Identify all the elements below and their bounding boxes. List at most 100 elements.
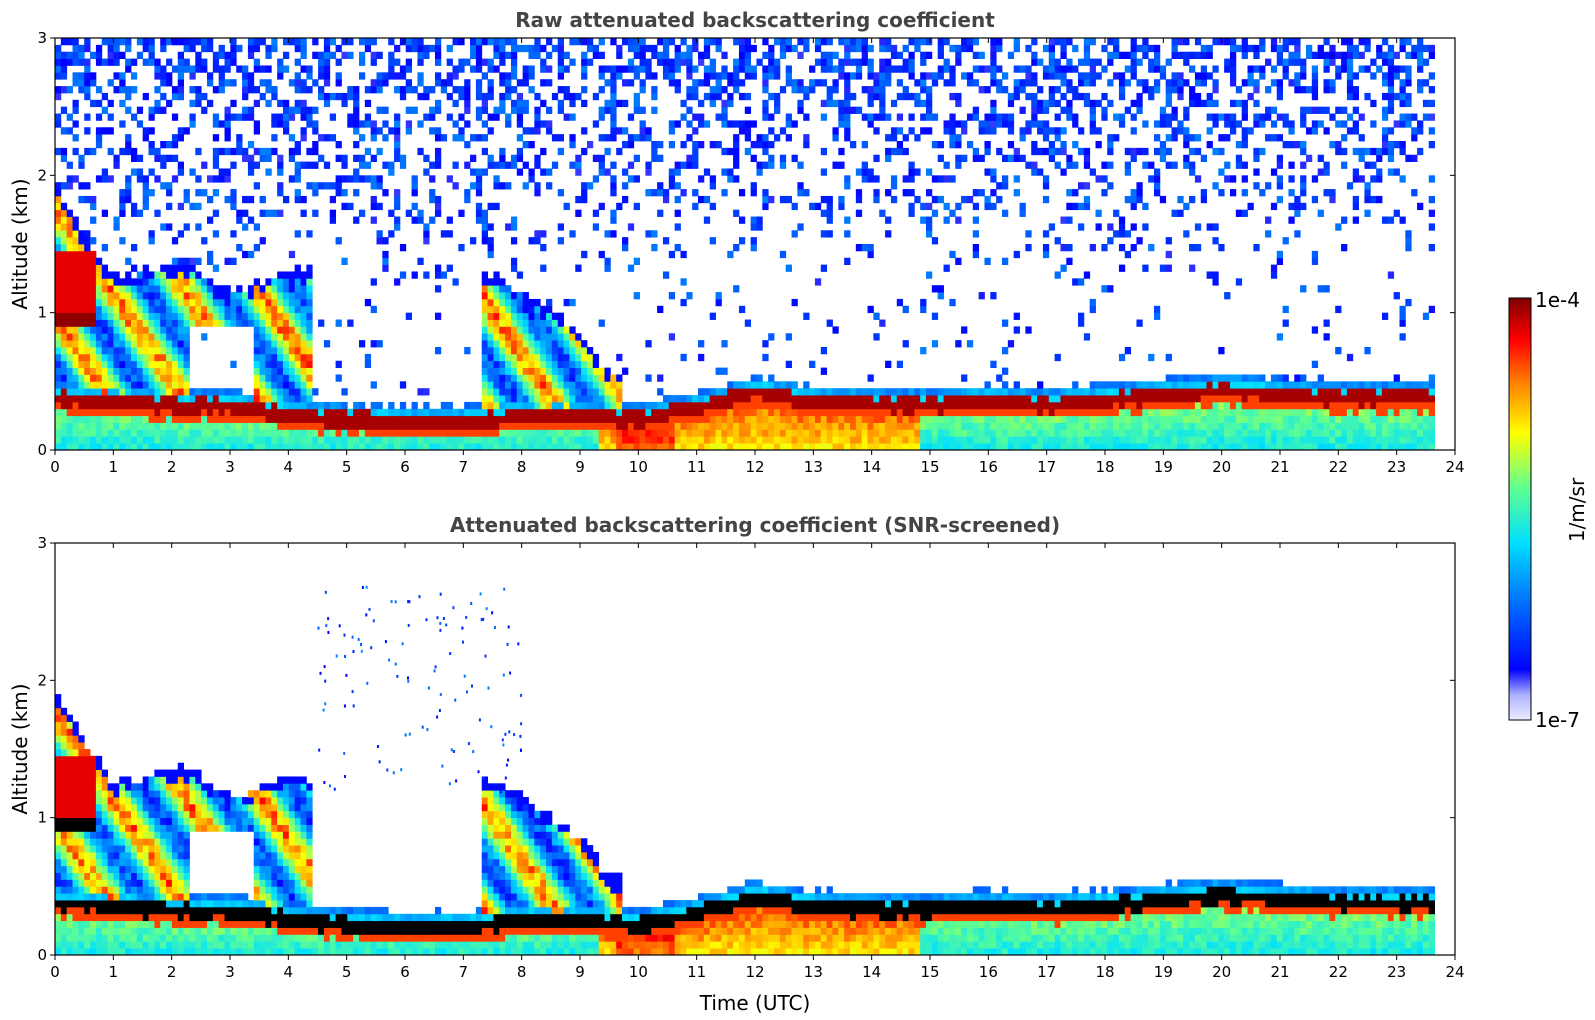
heatmap-cell [896,401,904,410]
heatmap-cell [1212,429,1219,437]
heatmap-cell [703,92,711,101]
heatmap-cell [265,99,272,108]
heatmap-cell [66,161,73,169]
heatmap-cell [55,353,62,362]
heatmap-cell [1136,106,1143,114]
heatmap-cell [60,360,68,368]
heatmap-cell [130,244,138,252]
heatmap-cell [277,113,284,121]
heatmap-cell [1013,381,1020,389]
heatmap-cell [177,298,185,307]
heatmap-cell [926,38,933,46]
heatmap-cell [698,429,705,437]
heatmap-cell [1002,319,1009,327]
heatmap-cell [1136,436,1143,444]
heatmap-cell [920,51,927,59]
heatmap-cell [446,429,453,437]
heatmap-cell [820,168,828,176]
heatmap-cell [142,333,149,341]
heatmap-cell [955,134,962,142]
heatmap-cell [60,154,68,162]
heatmap-cell [943,175,950,183]
heatmap-cell [534,401,541,410]
heatmap-cell [72,360,79,368]
heatmap-cell [183,443,190,450]
heatmap-cell [581,395,588,403]
heatmap-cell [253,223,260,231]
heatmap-cell [148,374,155,382]
heatmap-cell [113,415,120,423]
heatmap-cell [522,99,529,108]
heatmap-cell [1095,223,1102,231]
heatmap-cell [516,319,524,327]
heatmap-cell [586,443,594,450]
heatmap-cell [166,360,173,368]
heatmap-cell [224,79,231,87]
heatmap-cell [259,305,266,314]
heatmap-cell [95,175,103,183]
heatmap-cell [657,51,664,59]
heatmap-cell [797,436,804,444]
heatmap-cell [510,367,518,375]
heatmap-cell [978,415,985,423]
heatmap-cell [750,443,757,450]
heatmap-cell [253,347,260,355]
heatmap-cell [534,106,541,114]
heatmap-cell [820,401,828,410]
heatmap-cell [926,202,933,211]
heatmap-cell [288,250,296,259]
heatmap-cell [183,381,190,389]
heatmap-cell [84,79,91,87]
heatmap-cell [154,353,161,362]
heatmap-cell [136,374,144,382]
heatmap-cell [300,401,307,410]
heatmap-cell [66,367,73,375]
heatmap-cell [464,189,471,197]
heatmap-cell [557,408,564,417]
heatmap-cell [282,51,290,59]
heatmap-cell [183,223,190,231]
heatmap-cell [984,147,991,156]
heatmap-cell [253,285,260,293]
heatmap-cell [107,401,114,410]
heatmap-cell [551,353,559,362]
heatmap-cell [423,271,430,279]
heatmap-cell [481,38,488,46]
heatmap-cell [1083,147,1091,156]
heatmap-cell [1148,353,1155,362]
heatmap-cell [253,86,260,94]
heatmap-cell [1142,79,1149,87]
heatmap-cell [522,305,529,314]
heatmap-cell [966,44,974,53]
heatmap-cell [364,86,372,94]
heatmap-cell [575,38,582,46]
heatmap-cell [434,408,442,417]
heatmap-cell [826,401,833,410]
heatmap-cell [423,230,430,238]
heatmap-cell [797,443,804,450]
heatmap-cell [417,422,424,430]
heatmap-cell [230,51,237,59]
heatmap-cell [1130,436,1137,444]
heatmap-cell [195,436,202,444]
heatmap-cell [277,436,284,444]
heatmap-cell [130,436,138,444]
heatmap-cell [113,367,120,375]
heatmap-cell [306,298,313,307]
heatmap-cell [703,79,711,87]
heatmap-cell [253,340,260,348]
heatmap-cell [242,92,249,101]
heatmap-cell [516,292,524,300]
heatmap-cell [487,429,494,437]
heatmap-cell [230,58,237,66]
heatmap-cell [1066,86,1073,94]
heatmap-cell [78,86,85,94]
heatmap-cell [189,44,196,53]
heatmap-cell [984,395,991,403]
heatmap-cell [259,195,266,204]
heatmap-cell [288,353,296,362]
heatmap-cell [592,395,600,403]
heatmap-cell [282,415,290,423]
heatmap-cell [201,38,208,46]
heatmap-cell [487,422,494,430]
